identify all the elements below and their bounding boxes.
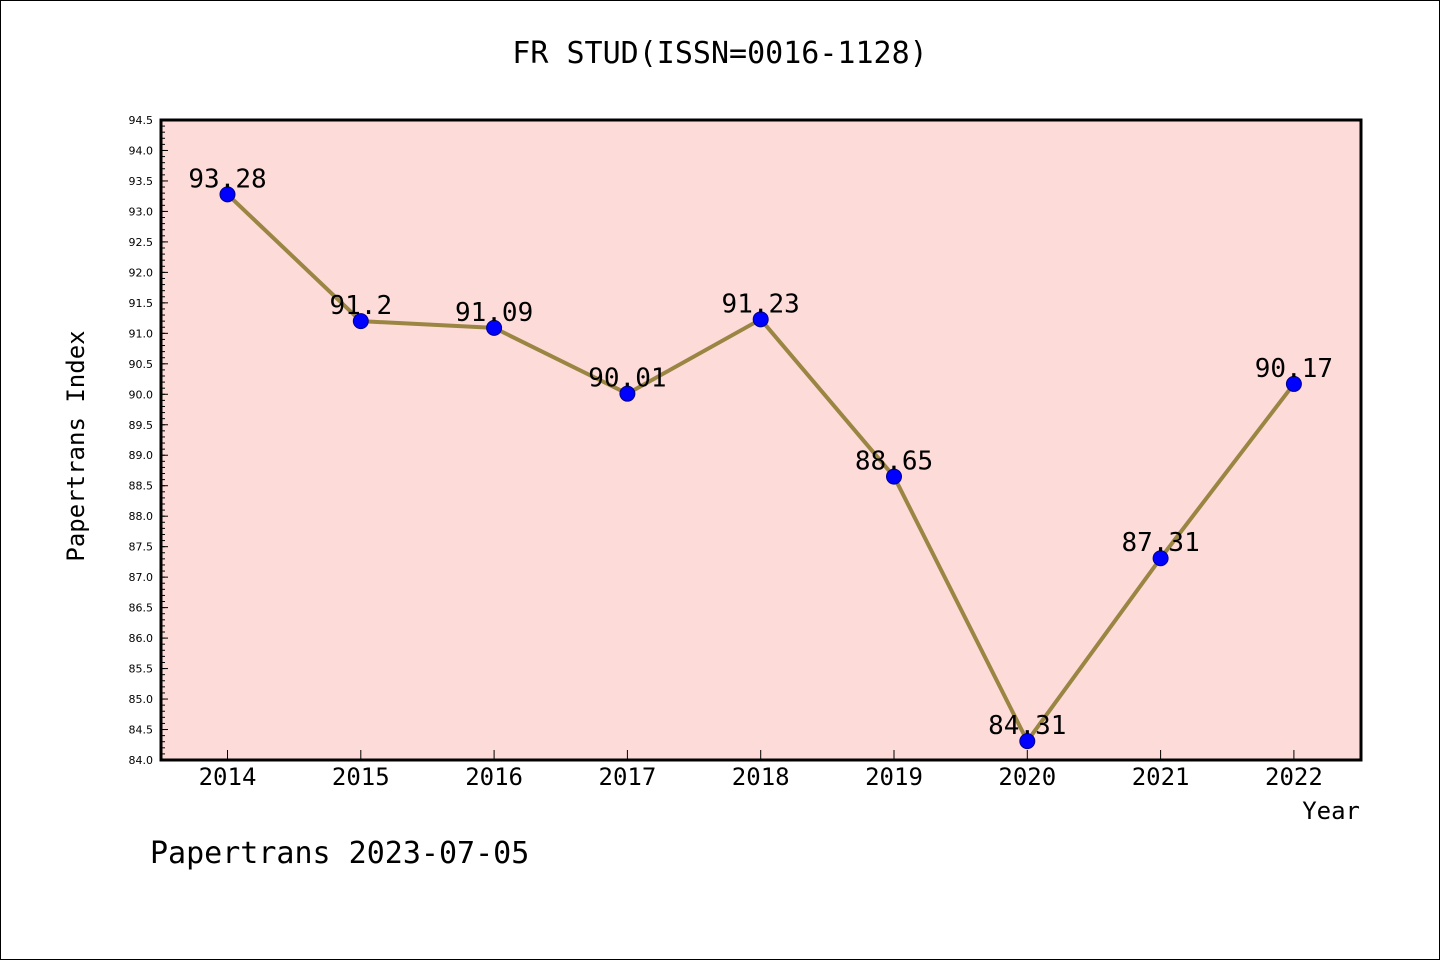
data-label: 91.2 xyxy=(329,291,392,321)
y-tick-label: 91.0 xyxy=(129,327,154,340)
plot-area xyxy=(159,118,1363,762)
data-point xyxy=(619,385,636,402)
x-tick-label: 2022 xyxy=(1265,763,1323,791)
y-tick-label: 88.0 xyxy=(129,510,154,523)
x-tick-label: 2019 xyxy=(865,763,923,791)
y-axis: 84.0 84.5 85.0 85.5 86.0 86.5 87.0 87.5 88.0 88.5… xyxy=(129,114,168,767)
y-tick-label: 93.5 xyxy=(129,175,154,188)
chart-title: FR STUD(ISSN=0016-1128) xyxy=(512,36,928,71)
data-point xyxy=(1019,733,1036,750)
x-tick-label: 2017 xyxy=(599,763,657,791)
y-tick-label: 87.0 xyxy=(129,571,154,584)
y-tick-label: 93.0 xyxy=(129,205,154,218)
y-tick-label: 89.5 xyxy=(129,419,154,432)
footer-text: Papertrans 2023-07-05 xyxy=(150,836,530,871)
y-tick-label: 90.5 xyxy=(129,358,154,371)
y-tick-label: 84.0 xyxy=(129,754,154,767)
y-tick-label: 89.0 xyxy=(129,449,154,462)
y-tick-label: 94.5 xyxy=(129,114,154,127)
data-label: 93.28 xyxy=(188,164,266,194)
data-label: 91.23 xyxy=(722,289,800,319)
y-tick-label: 86.0 xyxy=(129,632,154,645)
x-tick-label: 2014 xyxy=(199,763,257,791)
y-tick-label: 92.0 xyxy=(129,266,154,279)
data-label: 87.31 xyxy=(1121,528,1199,558)
y-tick-label: 90.0 xyxy=(129,388,154,401)
data-label: 84.31 xyxy=(988,711,1066,741)
x-tick-label: 2018 xyxy=(732,763,790,791)
data-point xyxy=(1152,550,1169,567)
y-tick-label: 91.5 xyxy=(129,297,154,310)
x-axis: 2014 2015 2016 2017 2018 2019 2020 2021 2022 xyxy=(199,750,1323,791)
y-tick-label: 87.5 xyxy=(129,541,154,554)
y-tick-label: 94.0 xyxy=(129,144,154,157)
data-label: 88.65 xyxy=(855,447,933,477)
x-tick-label: 2020 xyxy=(998,763,1056,791)
data-label: 91.09 xyxy=(455,298,533,328)
x-tick-label: 2021 xyxy=(1132,763,1190,791)
y-tick-label: 85.0 xyxy=(129,693,154,706)
x-axis-label: Year xyxy=(1302,797,1360,825)
y-tick-label: 86.5 xyxy=(129,602,154,615)
data-label: 90.01 xyxy=(588,364,666,394)
data-point xyxy=(752,311,769,328)
data-point xyxy=(1285,375,1302,392)
data-label: 90.17 xyxy=(1255,354,1333,384)
y-tick-label: 84.5 xyxy=(129,724,154,737)
data-series: 93.28 91.2 91.09 90.01 91.23 88.65 84.31 87.31 9… xyxy=(188,164,1333,750)
y-tick-label: 85.5 xyxy=(129,663,154,676)
x-tick-label: 2016 xyxy=(465,763,523,791)
y-tick-label: 88.5 xyxy=(129,480,154,493)
data-point xyxy=(219,186,236,203)
x-tick-label: 2015 xyxy=(332,763,390,791)
data-point xyxy=(886,468,902,485)
y-tick-label: 92.5 xyxy=(129,236,154,249)
data-point xyxy=(486,319,503,336)
data-point xyxy=(352,313,369,330)
